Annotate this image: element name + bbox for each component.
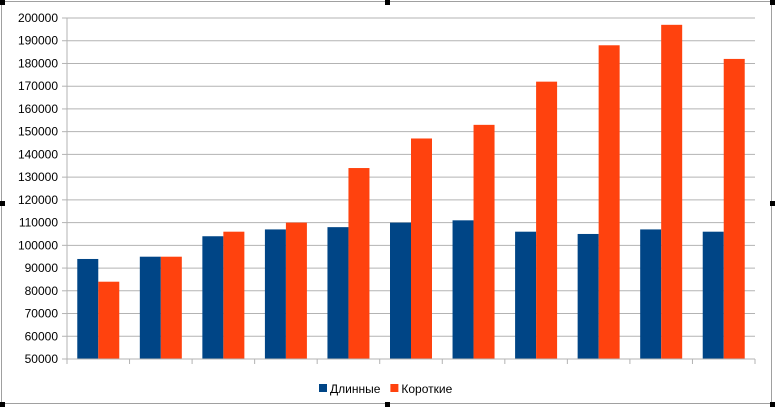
bar	[661, 24, 683, 359]
bar	[536, 81, 558, 360]
bar	[411, 138, 432, 359]
bar	[598, 45, 620, 359]
legend-label: Длинные	[330, 382, 381, 396]
selection-handle-middle-right[interactable]	[770, 201, 775, 206]
y-tick-label: 160000	[18, 102, 58, 116]
bar	[390, 222, 411, 359]
bar	[139, 256, 161, 359]
selection-handle-top-center[interactable]	[385, 0, 390, 5]
bar	[285, 222, 307, 359]
y-tick-label: 110000	[19, 216, 58, 230]
y-tick-label: 150000	[18, 125, 58, 139]
bar	[264, 229, 286, 359]
bar	[98, 281, 120, 359]
y-tick-label: 70000	[25, 307, 59, 321]
selection-handle-top-left[interactable]	[0, 0, 5, 5]
y-tick-label: 120000	[18, 193, 58, 207]
bar	[452, 220, 474, 359]
y-tick-label: 170000	[18, 79, 58, 93]
bars	[77, 24, 745, 360]
y-tick-label: 90000	[25, 261, 59, 275]
bar	[223, 231, 245, 359]
selection-handle-top-right[interactable]	[770, 0, 775, 5]
y-tick-label: 80000	[25, 284, 59, 298]
y-tick-label: 200000	[18, 11, 58, 25]
bar	[202, 236, 224, 359]
legend: Длинные Короткие	[319, 382, 453, 396]
bar	[515, 231, 537, 359]
selection-handle-bottom-left[interactable]	[0, 402, 5, 407]
y-tick-label: 60000	[25, 329, 59, 343]
bar	[473, 124, 495, 359]
y-tick-label: 100000	[18, 238, 58, 252]
y-tick-label: 50000	[25, 352, 59, 366]
legend-swatch	[319, 384, 327, 392]
selection-handle-bottom-right[interactable]	[770, 402, 775, 407]
y-tick-label: 140000	[18, 147, 58, 161]
selection-handle-bottom-center[interactable]	[385, 402, 390, 407]
legend-swatch	[390, 384, 399, 392]
axes	[62, 17, 756, 364]
bar	[77, 258, 99, 359]
bar	[702, 231, 724, 359]
y-axis-tick-labels: 50000 60000 70000 80000 90000 100000 110000 120…	[18, 11, 58, 366]
y-tick-label: 190000	[18, 34, 58, 48]
y-tick-label: 130000	[18, 170, 58, 184]
bar	[640, 229, 662, 359]
legend-label: Короткие	[401, 382, 452, 396]
selection-handle-middle-left[interactable]	[0, 201, 5, 206]
y-tick-label: 180000	[18, 56, 58, 70]
bar	[577, 233, 599, 359]
bar	[327, 227, 349, 359]
bar	[160, 256, 182, 359]
bar	[723, 58, 745, 360]
bar	[348, 168, 370, 359]
